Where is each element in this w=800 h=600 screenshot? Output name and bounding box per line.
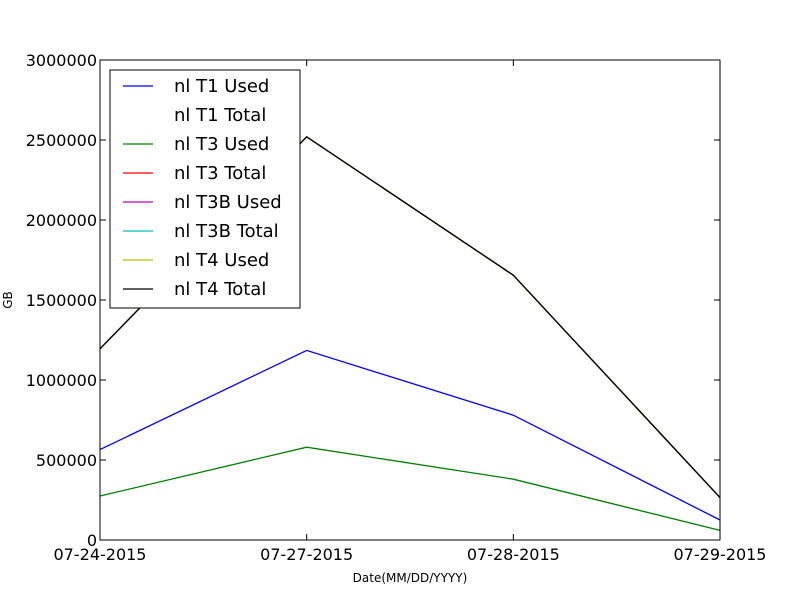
y-tick-label: 2000000 [26,211,97,230]
legend-label: nl T1 Used [174,76,269,97]
y-tick-label: 1000000 [26,371,97,390]
x-axis-label: Date(MM/DD/YYYY) [353,571,468,585]
legend: nl T1 Used nl T1 Total nl T3 Used nl T3 Tot… [109,69,301,309]
legend-label: nl T4 Total [174,279,266,300]
axis-ticks: 07-24-2015 07-27-2015 07-28-2015 07-29-2015… [26,51,767,564]
x-tick-label: 07-24-2015 [54,545,147,564]
y-tick-label: 1500000 [26,291,97,310]
series-line-2 [99,446,721,532]
series-line-0 [99,349,721,521]
x-tick-label: 07-27-2015 [260,545,353,564]
y-tick-label: 0 [87,531,97,550]
legend-label: nl T1 Total [174,105,266,126]
x-tick-label: 07-28-2015 [467,545,560,564]
y-tick-label: 3000000 [26,51,97,70]
legend-label: nl T3 Total [174,163,266,184]
legend-label: nl T3 Used [174,134,269,155]
y-tick-label: 500000 [36,451,97,470]
legend-label: nl T3B Total [174,221,279,242]
y-axis-label: GB [1,291,15,309]
y-tick-label: 2500000 [26,131,97,150]
legend-box [109,69,301,309]
legend-label: nl T3B Used [174,192,282,213]
x-tick-label: 07-29-2015 [674,545,767,564]
legend-label: nl T4 Used [174,250,269,271]
